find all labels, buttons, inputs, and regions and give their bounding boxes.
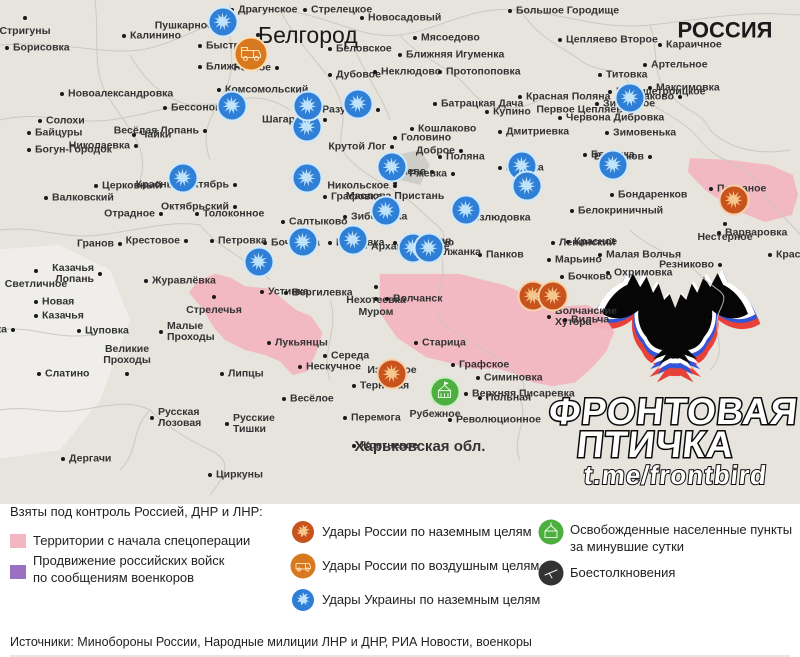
svg-text:за минувшие сутки: за минувшие сутки: [570, 539, 684, 554]
svg-text:Продвижение российских войск: Продвижение российских войск: [33, 553, 225, 568]
svg-text:Источники: Минобороны России,: Источники: Минобороны России, Народные м…: [10, 635, 532, 649]
svg-text:по сообщениям военкоров: по сообщениям военкоров: [33, 570, 194, 585]
svg-text:Территории с начала спецоперац: Территории с начала спецоперации: [33, 533, 250, 548]
svg-text:Взяты под контроль Россией, ДН: Взяты под контроль Россией, ДНР и ЛНР:: [10, 504, 263, 519]
svg-text:Удары Украины по наземным целя: Удары Украины по наземным целям: [322, 592, 540, 607]
svg-text:Удары России по воздушным целя: Удары России по воздушным целям: [322, 558, 539, 573]
svg-text:Удары России по наземным целям: Удары России по наземным целям: [322, 524, 532, 539]
svg-text:Освобожденные населенные пункт: Освобожденные населенные пункты: [570, 522, 792, 537]
svg-text:Боестолкновения: Боестолкновения: [570, 565, 675, 580]
